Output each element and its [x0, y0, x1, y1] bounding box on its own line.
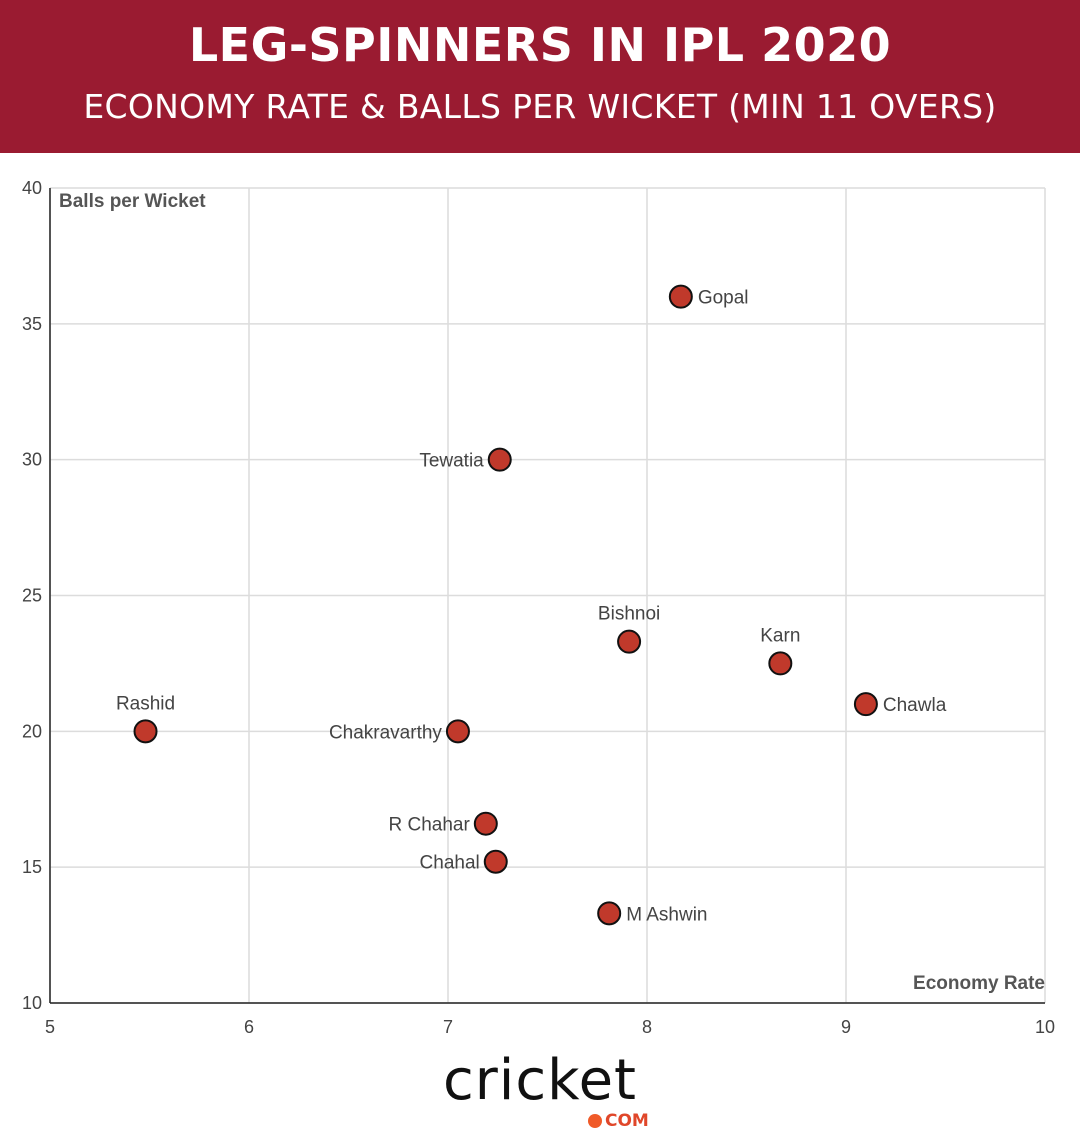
data-point — [668, 284, 693, 309]
data-point — [597, 901, 622, 926]
header-banner: LEG-SPINNERS IN IPL 2020 ECONOMY RATE & … — [0, 0, 1080, 153]
data-point — [853, 692, 878, 717]
logo-suffix: COM — [605, 1111, 649, 1131]
point-label: Rashid — [116, 693, 175, 714]
point-label: M Ashwin — [626, 904, 707, 925]
x-axis-title: Economy Rate — [913, 973, 1045, 994]
data-point — [617, 629, 642, 654]
point-label: Chahal — [420, 853, 480, 874]
y-axis-title: Balls per Wicket — [59, 191, 206, 212]
y-tick-label: 20 — [22, 721, 42, 741]
scatter-chart: 5 6 7 8 9 10 10 15 20 25 30 35 40 Balls per Wicket Eco… — [22, 178, 1055, 1037]
x-tick-label: 8 — [642, 1017, 652, 1037]
x-tick-label: 10 — [1035, 1017, 1055, 1037]
y-tick-label: 10 — [22, 993, 42, 1013]
data-point — [483, 849, 508, 874]
chart-subtitle: ECONOMY RATE & BALLS PER WICKET (MIN 11 … — [83, 87, 997, 126]
x-tick-label: 6 — [244, 1017, 254, 1037]
point-label: Chawla — [883, 695, 947, 716]
y-tick-label: 30 — [22, 450, 42, 470]
x-tick-label: 7 — [443, 1017, 453, 1037]
point-label: Gopal — [698, 288, 749, 309]
data-point — [133, 719, 158, 744]
y-tick-label: 15 — [22, 857, 42, 877]
x-tick-label: 9 — [841, 1017, 851, 1037]
data-point — [445, 719, 470, 744]
data-point — [473, 811, 498, 836]
point-label: Karn — [760, 625, 800, 646]
y-tick-label: 25 — [22, 586, 42, 606]
x-tick-label: 5 — [45, 1017, 55, 1037]
point-label: R Chahar — [388, 815, 470, 836]
logo-domain: COM — [588, 1111, 649, 1131]
chart-title: LEG-SPINNERS IN IPL 2020 — [188, 18, 892, 72]
data-point — [768, 651, 793, 676]
y-tick-label: 40 — [22, 178, 42, 198]
logo-wordmark: cricket — [442, 1048, 637, 1113]
brand-logo: cricket COM — [0, 1048, 1080, 1143]
point-label: Chakravarthy — [329, 722, 442, 743]
data-point — [487, 447, 512, 472]
point-label: Tewatia — [419, 451, 484, 472]
y-tick-label: 35 — [22, 314, 42, 334]
cricket-ball-icon — [588, 1114, 602, 1128]
point-label: Bishnoi — [598, 604, 660, 625]
